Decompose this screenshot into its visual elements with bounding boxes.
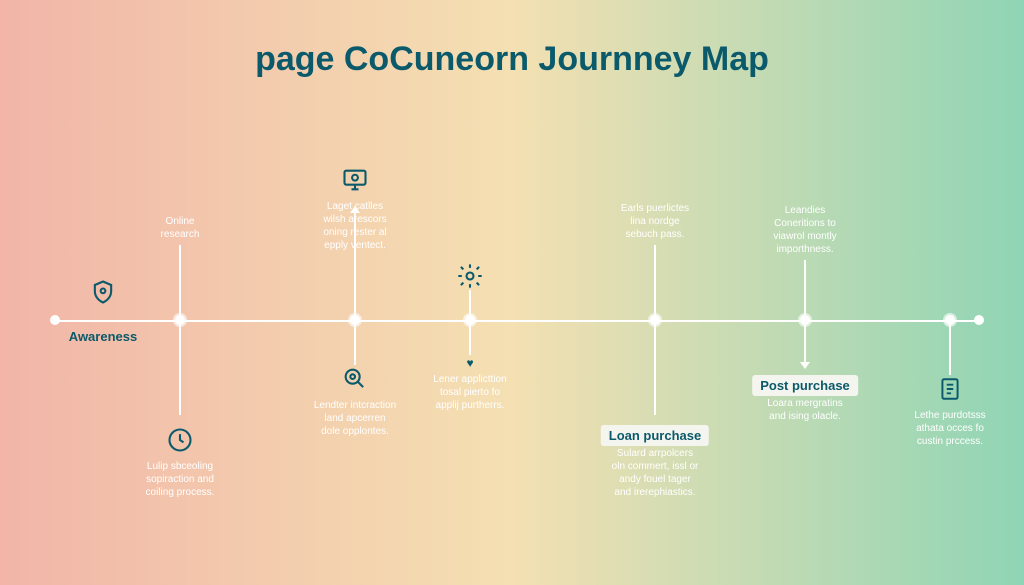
stem: [804, 320, 806, 365]
stem: [354, 320, 356, 365]
timeline-axis: [55, 320, 979, 322]
stage-loan-purchase: Loan purchase: [601, 425, 709, 446]
point-label: Lulip sbceoling sopiraction and coiling …: [110, 460, 250, 499]
point-label: Laget catlles wilsh arescors oning reste…: [285, 200, 425, 252]
stage-post-purchase: Post purchase: [752, 375, 858, 396]
stem: [179, 245, 181, 320]
timeline-start: [50, 315, 60, 325]
timeline-end: [974, 315, 984, 325]
point-label: Sulard arrpolcers oln commert, issl or a…: [585, 447, 725, 499]
gear-icon: [456, 262, 484, 290]
stem: [654, 245, 656, 320]
stem: [469, 290, 471, 320]
stem: [179, 320, 181, 415]
stem: [654, 320, 656, 415]
point-label: Loara mergratins and ising olacle.: [735, 397, 875, 423]
point-label: Lener applicttion tosal pierto fo applij…: [400, 373, 540, 412]
doc-icon: [937, 376, 963, 402]
heart-icon: ♥: [466, 356, 473, 370]
speech-icon: [341, 365, 369, 393]
shield-icon: [89, 278, 117, 306]
page-title: page CoCuneorn Journney Map: [0, 40, 1024, 79]
arrowhead: [800, 362, 810, 369]
stem: [804, 260, 806, 320]
monitor-icon: [341, 166, 369, 194]
stage-awareness: Awareness: [61, 326, 145, 347]
stem: [469, 320, 471, 355]
stem: [949, 320, 951, 375]
clock-icon: [166, 426, 194, 454]
point-label: Leandies Coneritions to viawrol montly i…: [735, 204, 875, 256]
point-label: Online research: [110, 215, 250, 241]
point-label: Lethe purdotsss athata occes fo custin p…: [880, 409, 1020, 448]
point-label: Earls puerlictes lina nordge sebuch pass…: [585, 202, 725, 241]
